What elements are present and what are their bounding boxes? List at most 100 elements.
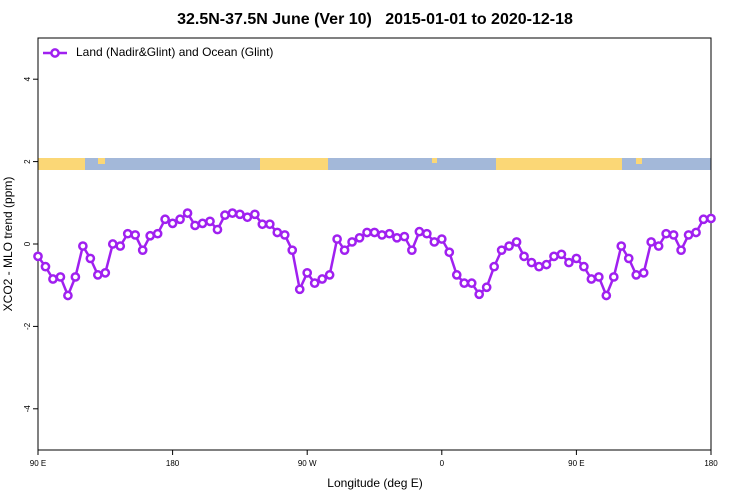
data-point [145,230,156,241]
data-point [429,237,440,247]
y-tick-label: -4 [23,405,32,413]
data-point [549,251,559,262]
x-tick-label: 90 E [568,459,584,468]
data-point [623,253,634,264]
land-ocean-band [38,158,711,170]
data-point [586,274,597,284]
data-point [33,251,43,262]
data-point [399,231,410,242]
data-point [436,234,447,244]
data-point [137,245,148,256]
data-point [182,208,193,218]
data-point [661,228,671,239]
data-point [698,214,709,225]
land-band [432,158,437,163]
data-point [519,251,529,262]
data-point [414,226,425,237]
data-point [294,284,305,295]
data-point [496,245,507,256]
data-point [220,210,230,221]
land-band [636,158,642,164]
data-point [466,278,477,288]
data-point [534,261,544,272]
data-point [167,218,178,229]
y-axis-label: XCO2 - MLO trend (ppm) [1,177,15,312]
data-point [631,270,642,280]
data-point [511,237,522,247]
data-point [107,239,118,249]
y-tick-label: 0 [23,241,32,246]
data-point [272,227,283,238]
data-point [55,272,66,282]
data-point [92,270,103,280]
land-band [98,158,105,164]
data-point [691,227,701,238]
data-point [676,245,686,256]
data-point [526,257,537,268]
data-point [347,237,357,247]
land-band [260,158,328,170]
data-point [197,218,208,229]
data-point [362,227,372,238]
legend-marker [50,48,60,58]
data-point [407,245,417,256]
data-point [212,224,223,235]
data-point [646,237,657,247]
data-point [242,212,253,223]
data-point [683,230,694,240]
data-point [205,216,215,227]
data-point [384,228,395,239]
data-point [302,267,313,278]
legend-label: Land (Nadir&Glint) and Ocean (Glint) [76,45,273,59]
chart-title: 32.5N-37.5N June (Ver 10) 2015-01-01 to … [177,11,573,28]
data-point [489,261,499,272]
data-point [668,230,679,240]
data-point [579,261,589,272]
data-point [601,290,612,301]
data-point [481,282,492,293]
data-point [257,219,268,230]
series-line [36,211,712,299]
data-point [40,261,51,272]
data-point [504,241,514,251]
data-point [377,230,387,240]
x-tick-label: 90 W [298,459,317,468]
data-point [354,232,365,243]
data-point [608,272,619,282]
data-point [122,228,133,239]
data-point [190,220,200,231]
data-point [324,270,335,280]
y-tick-label: -2 [23,322,32,330]
data-point [85,253,96,264]
data-point [63,290,73,301]
data-point [459,278,470,288]
y-tick-label: 2 [23,159,32,164]
data-point [541,259,552,270]
data-point [571,253,582,264]
data-point [250,209,260,220]
data-point [78,241,88,251]
data-point [593,272,604,282]
data-point [70,272,81,282]
x-tick-label: 180 [166,459,180,468]
data-point [317,274,328,284]
land-band [38,158,85,170]
data-point [474,289,485,300]
data-point [48,274,58,284]
data-point [160,214,170,225]
data-point [332,234,342,244]
data-point [264,219,275,230]
data-point [451,270,462,280]
data-point [152,228,163,239]
land-band [496,158,622,170]
data-point [706,213,716,224]
y-tick-label: 4 [23,76,32,81]
data-point [421,228,432,239]
x-tick-label: 180 [704,459,718,468]
data-point [616,241,627,251]
data-point [287,245,298,256]
data-point [175,214,185,225]
data-point [564,257,574,268]
data-point [556,249,567,260]
